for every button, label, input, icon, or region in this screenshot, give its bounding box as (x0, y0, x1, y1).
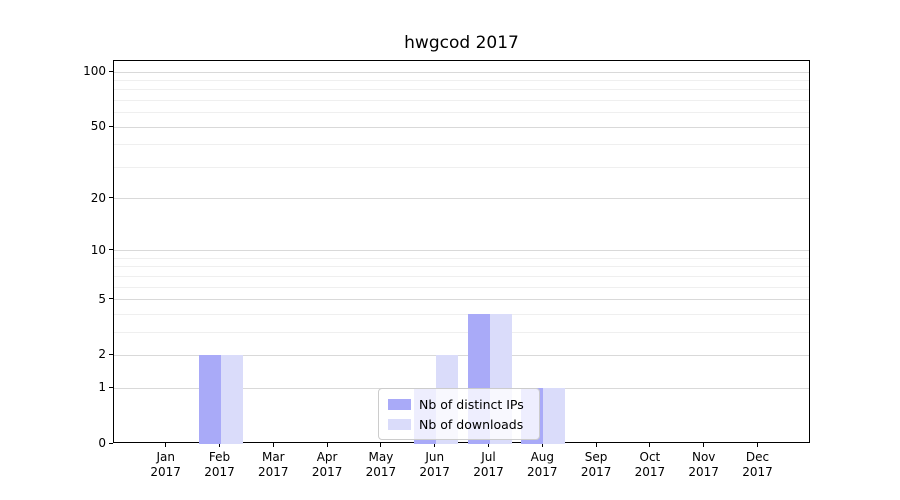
y-tick-label: 20 (90, 190, 106, 205)
legend-row-distinct-ips: Nb of distinct IPs (388, 397, 530, 412)
x-tick (165, 443, 167, 447)
x-tick-label: Jun 2017 (419, 450, 450, 479)
chart-title: hwgcod 2017 (404, 33, 519, 53)
y-tick-label: 2 (98, 347, 106, 362)
bar-distinct-ips (198, 355, 221, 444)
y-tick-label: 50 (90, 119, 106, 134)
x-tick-label: Dec 2017 (742, 450, 773, 479)
y-tick-label: 0 (98, 436, 106, 450)
x-tick (649, 443, 651, 447)
minor-gridline (114, 257, 809, 259)
x-tick-label: Nov 2017 (688, 450, 719, 479)
minor-gridline (114, 286, 809, 288)
minor-gridline (114, 79, 809, 81)
y-tick (109, 442, 113, 444)
x-tick (380, 443, 382, 447)
legend-swatch-distinct-ips (388, 398, 411, 410)
x-tick (488, 443, 489, 447)
x-tick (219, 443, 220, 447)
minor-gridline (114, 266, 809, 268)
bar-downloads (220, 355, 243, 444)
bar-downloads (543, 388, 566, 444)
chart-legend: Nb of distinct IPs Nb of downloads (378, 388, 540, 440)
y-tick-label: 100 (83, 64, 106, 78)
major-gridline (114, 71, 809, 73)
x-tick (541, 443, 543, 447)
major-gridline (114, 126, 809, 128)
y-tick (109, 353, 113, 355)
legend-swatch-downloads (388, 418, 411, 430)
y-tick (109, 298, 113, 300)
y-tick (109, 70, 113, 72)
x-tick (272, 443, 274, 447)
minor-gridline (114, 275, 809, 277)
x-tick (434, 443, 436, 447)
major-gridline (114, 299, 809, 301)
major-gridline (114, 250, 809, 252)
major-gridline (114, 198, 809, 200)
y-tick-label: 5 (98, 291, 106, 306)
x-tick (703, 443, 705, 447)
minor-gridline (114, 166, 809, 168)
legend-label-distinct-ips: Nb of distinct IPs (419, 396, 524, 412)
x-tick (757, 443, 758, 447)
minor-gridline (114, 144, 809, 146)
x-tick-label: Apr 2017 (311, 450, 343, 479)
minor-gridline (114, 89, 809, 91)
legend-row-downloads: Nb of downloads (388, 417, 530, 432)
minor-gridline (114, 99, 809, 101)
x-tick-label: Feb 2017 (204, 450, 235, 479)
y-tick (109, 249, 113, 251)
x-tick-label: Sep 2017 (580, 450, 612, 479)
x-tick-label: Mar 2017 (258, 450, 289, 479)
minor-gridline (114, 313, 809, 315)
y-tick-label: 1 (98, 380, 106, 395)
x-tick-label: Jan 2017 (150, 450, 181, 479)
y-tick (109, 197, 113, 199)
x-tick (595, 443, 597, 447)
minor-gridline (114, 112, 809, 114)
minor-gridline (114, 331, 809, 333)
legend-label-downloads: Nb of downloads (419, 416, 524, 432)
plot-area: Nb of distinct IPs Nb of downloads (113, 60, 810, 444)
x-tick-label: Oct 2017 (634, 450, 666, 479)
major-gridline (114, 354, 809, 356)
x-tick-label: Jul 2017 (473, 450, 504, 479)
x-tick (326, 443, 328, 447)
x-tick-label: Aug 2017 (527, 450, 558, 479)
y-tick (109, 125, 113, 127)
y-tick-label: 10 (90, 242, 106, 257)
y-tick (109, 386, 113, 388)
x-tick-label: May 2017 (365, 450, 397, 479)
